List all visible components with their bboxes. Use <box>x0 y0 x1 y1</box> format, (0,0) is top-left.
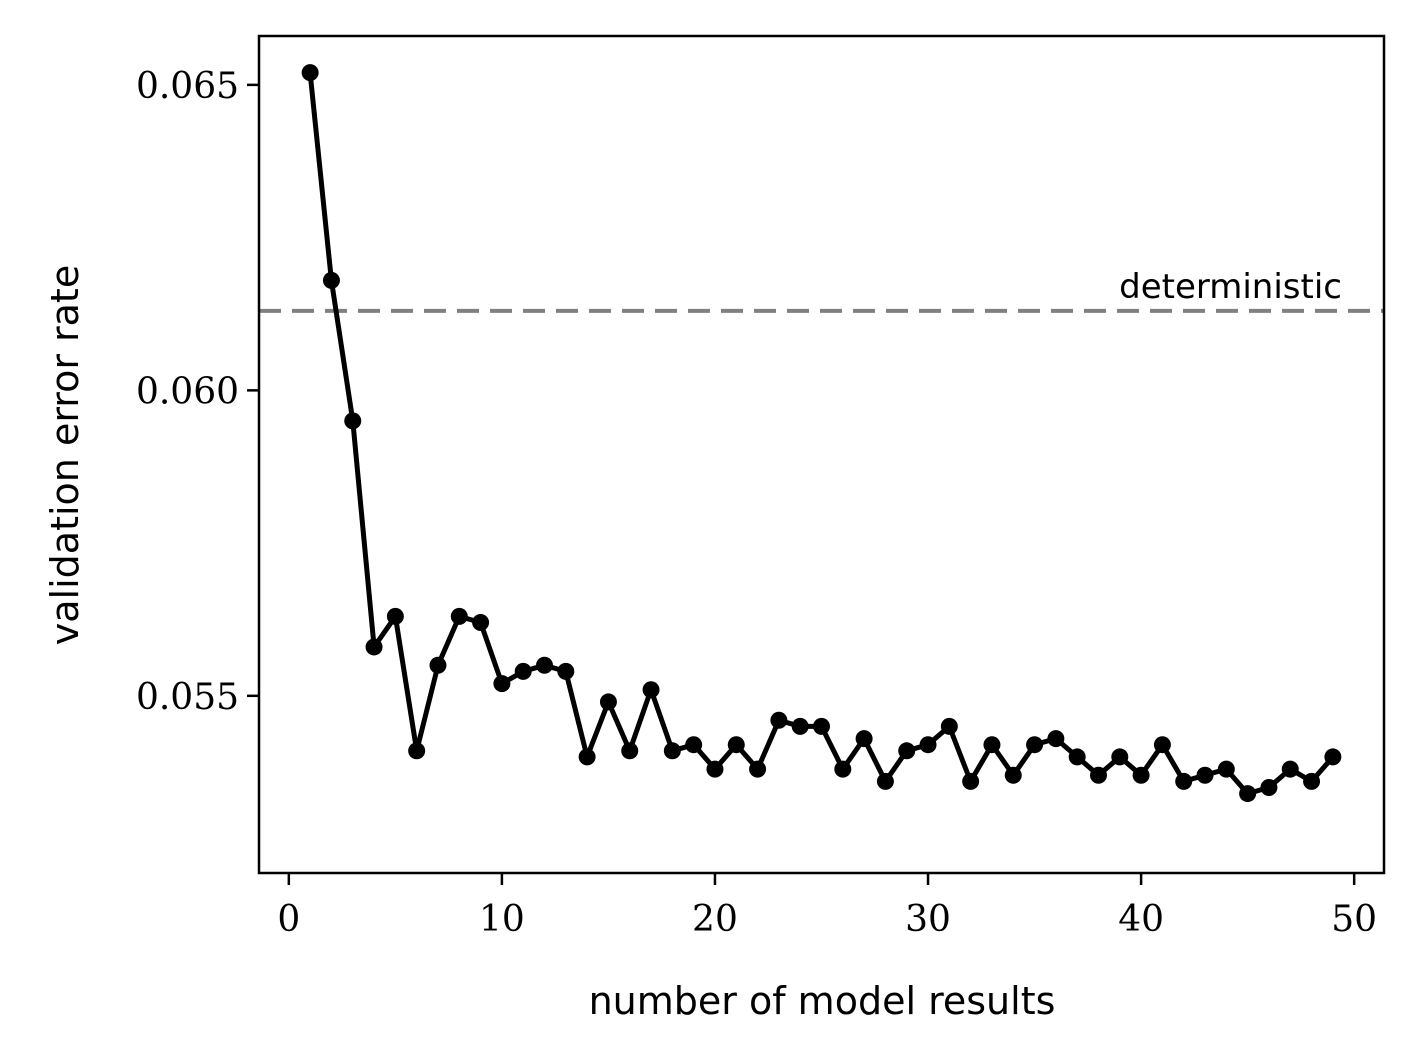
data-point <box>301 64 319 82</box>
plot-frame <box>257 34 1386 875</box>
data-point <box>749 760 767 778</box>
data-point <box>1196 766 1214 784</box>
data-point <box>1089 766 1107 784</box>
x-tick-label: 20 <box>692 899 738 940</box>
data-point <box>919 736 937 754</box>
y-tick-label: 0.065 <box>136 66 239 107</box>
data-point <box>1303 772 1321 790</box>
data-point <box>983 736 1001 754</box>
reference-line-label: deterministic <box>1119 267 1342 307</box>
x-axis-label: number of model results <box>589 979 1056 1023</box>
data-point <box>450 607 468 625</box>
data-point <box>408 742 426 760</box>
data-point <box>1260 778 1278 796</box>
data-point <box>770 711 788 729</box>
data-point <box>1175 772 1193 790</box>
data-point <box>1132 766 1150 784</box>
data-point <box>365 638 383 656</box>
data-point <box>663 742 681 760</box>
data-point <box>1217 760 1235 778</box>
data-point <box>727 736 745 754</box>
data-point <box>472 614 490 632</box>
data-point <box>344 412 362 430</box>
y-ticks: 0.055 0.060 0.065 <box>136 66 259 718</box>
data-point <box>1324 748 1342 766</box>
data-point <box>1047 730 1065 748</box>
data-point <box>940 717 958 735</box>
data-point <box>1281 760 1299 778</box>
data-point <box>536 656 554 674</box>
x-ticks: 0 10 20 30 40 50 <box>277 873 1377 940</box>
data-point <box>706 760 724 778</box>
data-point <box>429 656 447 674</box>
series-layer <box>301 64 1342 803</box>
data-point <box>813 717 830 735</box>
data-point <box>322 271 340 289</box>
data-point <box>855 730 873 748</box>
data-point <box>621 742 639 760</box>
data-point <box>493 675 511 693</box>
data-point <box>1068 748 1086 766</box>
data-point <box>578 748 596 766</box>
data-point <box>898 742 916 760</box>
x-tick-label: 40 <box>1118 899 1164 940</box>
data-point <box>557 662 575 680</box>
data-point <box>599 693 617 711</box>
data-point <box>386 607 404 625</box>
x-tick-label: 10 <box>479 899 525 940</box>
data-point <box>642 681 660 699</box>
y-tick-label: 0.055 <box>136 677 239 718</box>
data-point <box>514 662 532 680</box>
x-tick-label: 0 <box>277 899 300 940</box>
data-point <box>834 760 852 778</box>
x-tick-label: 30 <box>905 899 951 940</box>
y-axis-label: validation error rate <box>43 265 87 645</box>
data-point <box>1004 766 1022 784</box>
data-point <box>1026 736 1044 754</box>
data-point <box>962 772 980 790</box>
x-tick-label: 50 <box>1331 899 1377 940</box>
data-point <box>1239 785 1257 803</box>
data-point <box>1153 736 1171 754</box>
data-point <box>791 717 809 735</box>
data-point <box>876 772 894 790</box>
series-line <box>307 72 1335 797</box>
y-tick-label: 0.060 <box>136 371 239 412</box>
data-point <box>1111 748 1129 766</box>
data-point <box>685 736 703 754</box>
